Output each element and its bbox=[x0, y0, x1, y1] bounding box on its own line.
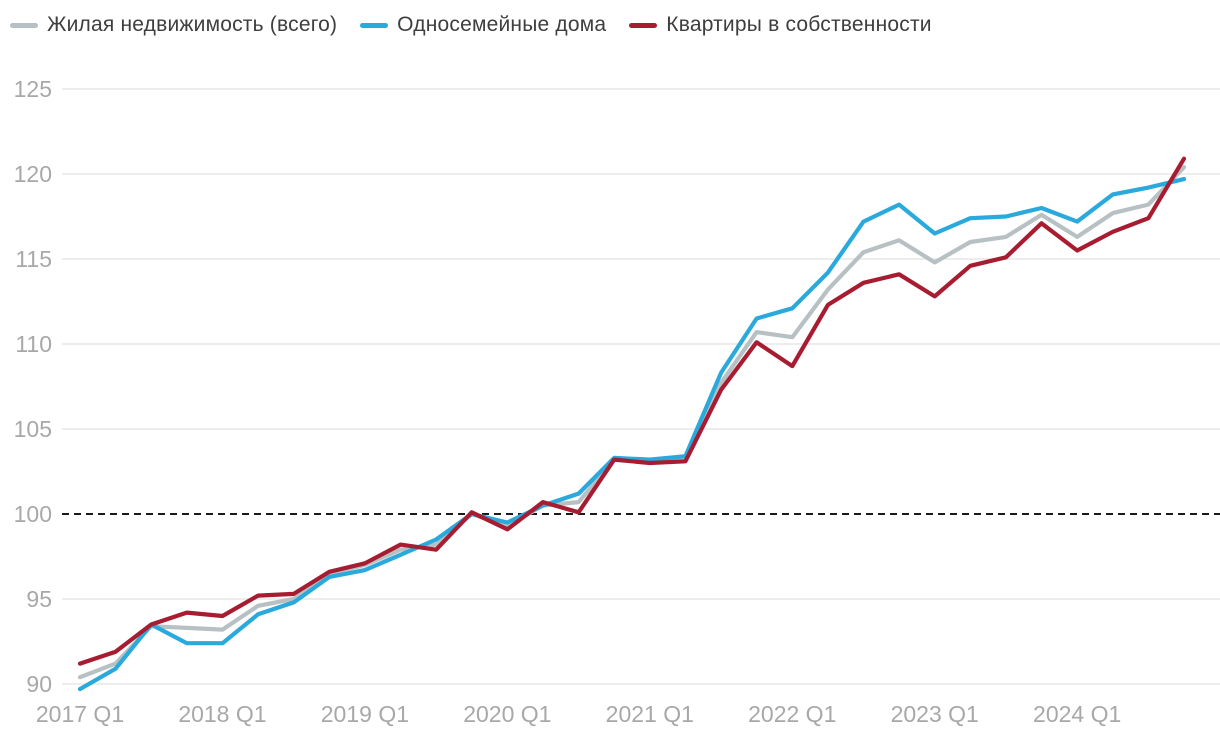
legend-label: Жилая недвижимость (всего) bbox=[47, 13, 338, 36]
y-axis-tick-label: 110 bbox=[15, 331, 52, 357]
y-axis-tick-label: 120 bbox=[14, 161, 52, 187]
series-line-owned-flats bbox=[77, 156, 1187, 666]
x-axis-tick-label: 2019 Q1 bbox=[321, 701, 409, 727]
legend: Жилая недвижимость (всего) Односемейные д… bbox=[10, 13, 932, 37]
y-axis-tick-label: 90 bbox=[26, 671, 52, 697]
y-axis-tick-label: 105 bbox=[14, 416, 52, 442]
x-axis-tick-label: 2021 Q1 bbox=[606, 701, 694, 727]
series-line-single-family bbox=[77, 177, 1187, 692]
legend-item-total[interactable]: Жилая недвижимость (всего) bbox=[10, 13, 337, 37]
y-axis-tick-label: 115 bbox=[15, 246, 52, 272]
x-axis-tick-label: 2024 Q1 bbox=[1033, 701, 1121, 727]
x-axis-tick-label: 2020 Q1 bbox=[463, 701, 551, 727]
x-axis-tick-label: 2022 Q1 bbox=[748, 701, 836, 727]
legend-item-owned-flats[interactable]: Квартиры в собственности bbox=[629, 13, 932, 37]
legend-swatch-single-family bbox=[360, 22, 389, 28]
legend-label: Квартиры в собственности bbox=[666, 13, 932, 36]
legend-item-single-family[interactable]: Односемейные дома bbox=[360, 13, 606, 37]
x-axis-tick-label: 2018 Q1 bbox=[178, 701, 266, 727]
y-axis-tick-label: 125 bbox=[14, 76, 52, 102]
legend-swatch-owned-flats bbox=[629, 22, 658, 28]
y-axis-tick-label: 95 bbox=[26, 586, 52, 612]
legend-label: Односемейные дома bbox=[397, 13, 607, 36]
y-axis-tick-label: 100 bbox=[14, 501, 52, 527]
x-axis-tick-label: 2017 Q1 bbox=[36, 701, 124, 727]
legend-swatch-total bbox=[10, 22, 38, 28]
x-axis-tick-label: 2023 Q1 bbox=[891, 701, 979, 727]
